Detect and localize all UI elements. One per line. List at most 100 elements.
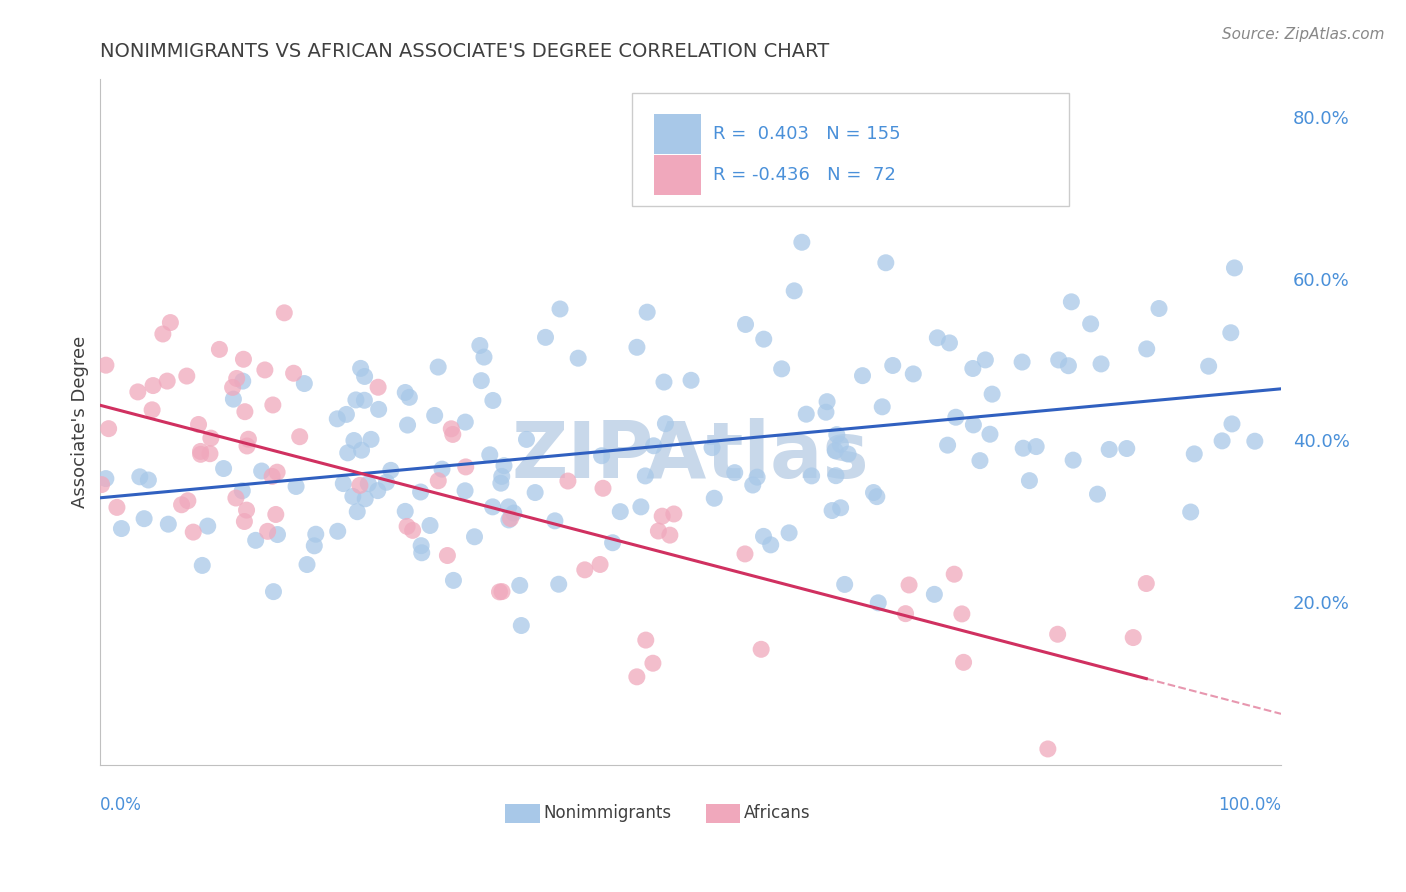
- Point: [1080, 317, 1102, 331]
- Point: [1025, 440, 1047, 454]
- Point: [346, 505, 368, 519]
- Point: [360, 433, 382, 447]
- Point: [510, 618, 533, 632]
- Point: [1060, 294, 1083, 309]
- Point: [770, 362, 793, 376]
- Point: [634, 469, 657, 483]
- Point: [591, 449, 613, 463]
- Point: [1057, 359, 1080, 373]
- Point: [332, 476, 354, 491]
- Point: [401, 524, 423, 538]
- Point: [814, 405, 837, 419]
- Text: 80.0%: 80.0%: [1294, 111, 1350, 128]
- Point: [343, 434, 366, 448]
- Point: [1122, 631, 1144, 645]
- Point: [945, 410, 967, 425]
- Point: [866, 490, 889, 504]
- FancyBboxPatch shape: [505, 804, 540, 823]
- Point: [245, 533, 267, 548]
- Text: Africans: Africans: [744, 804, 810, 822]
- Point: [304, 539, 326, 553]
- Point: [262, 469, 284, 483]
- Point: [396, 519, 419, 533]
- Point: [454, 415, 477, 429]
- Point: [870, 400, 893, 414]
- Point: [1211, 434, 1233, 448]
- Point: [354, 491, 377, 506]
- Point: [1011, 355, 1033, 369]
- Point: [502, 506, 524, 520]
- Point: [357, 476, 380, 491]
- Point: [938, 335, 960, 350]
- Point: [440, 422, 463, 436]
- Point: [225, 491, 247, 505]
- Text: 40.0%: 40.0%: [1294, 434, 1350, 451]
- Point: [1115, 442, 1137, 456]
- Point: [679, 373, 702, 387]
- Point: [499, 511, 522, 525]
- Point: [962, 417, 984, 432]
- Point: [544, 514, 567, 528]
- Point: [292, 376, 315, 391]
- Point: [1136, 342, 1159, 356]
- Point: [441, 427, 464, 442]
- Point: [141, 402, 163, 417]
- Point: [630, 500, 652, 514]
- Point: [830, 437, 852, 451]
- Text: Source: ZipAtlas.com: Source: ZipAtlas.com: [1222, 27, 1385, 42]
- Point: [981, 387, 1004, 401]
- Point: [470, 374, 492, 388]
- Point: [187, 417, 209, 432]
- Point: [233, 405, 256, 419]
- Point: [903, 367, 925, 381]
- Point: [468, 338, 491, 352]
- Point: [652, 375, 675, 389]
- Point: [492, 458, 515, 473]
- Point: [419, 518, 441, 533]
- Text: 60.0%: 60.0%: [1294, 272, 1350, 290]
- Point: [250, 464, 273, 478]
- Point: [94, 472, 117, 486]
- FancyBboxPatch shape: [631, 93, 1069, 206]
- Point: [208, 343, 231, 357]
- Text: Nonimmigrants: Nonimmigrants: [543, 804, 671, 822]
- Point: [375, 475, 398, 490]
- Point: [105, 500, 128, 515]
- Point: [127, 384, 149, 399]
- Point: [350, 443, 373, 458]
- Point: [283, 366, 305, 380]
- FancyBboxPatch shape: [654, 155, 702, 195]
- Point: [233, 515, 256, 529]
- Point: [198, 447, 221, 461]
- Text: NONIMMIGRANTS VS AFRICAN ASSOCIATE'S DEGREE CORRELATION CHART: NONIMMIGRANTS VS AFRICAN ASSOCIATE'S DEG…: [100, 42, 830, 61]
- Point: [790, 235, 813, 250]
- Point: [288, 430, 311, 444]
- Point: [132, 511, 155, 525]
- Point: [741, 478, 763, 492]
- Point: [1219, 326, 1241, 340]
- Point: [1147, 301, 1170, 316]
- Text: 100.0%: 100.0%: [1218, 796, 1281, 814]
- Point: [1012, 441, 1035, 455]
- Point: [557, 474, 579, 488]
- Point: [157, 517, 180, 532]
- Point: [398, 390, 420, 404]
- Point: [752, 529, 775, 543]
- Point: [472, 350, 495, 364]
- Point: [336, 446, 359, 460]
- Point: [927, 331, 949, 345]
- Point: [285, 479, 308, 493]
- Point: [110, 522, 132, 536]
- Point: [534, 330, 557, 344]
- Point: [138, 473, 160, 487]
- Point: [962, 361, 984, 376]
- Point: [800, 468, 823, 483]
- Point: [396, 418, 419, 433]
- Text: R =  0.403   N = 155: R = 0.403 N = 155: [713, 125, 901, 143]
- Point: [349, 361, 371, 376]
- Point: [636, 305, 658, 319]
- Point: [626, 340, 648, 354]
- Point: [344, 392, 367, 407]
- Point: [353, 369, 375, 384]
- Point: [548, 301, 571, 316]
